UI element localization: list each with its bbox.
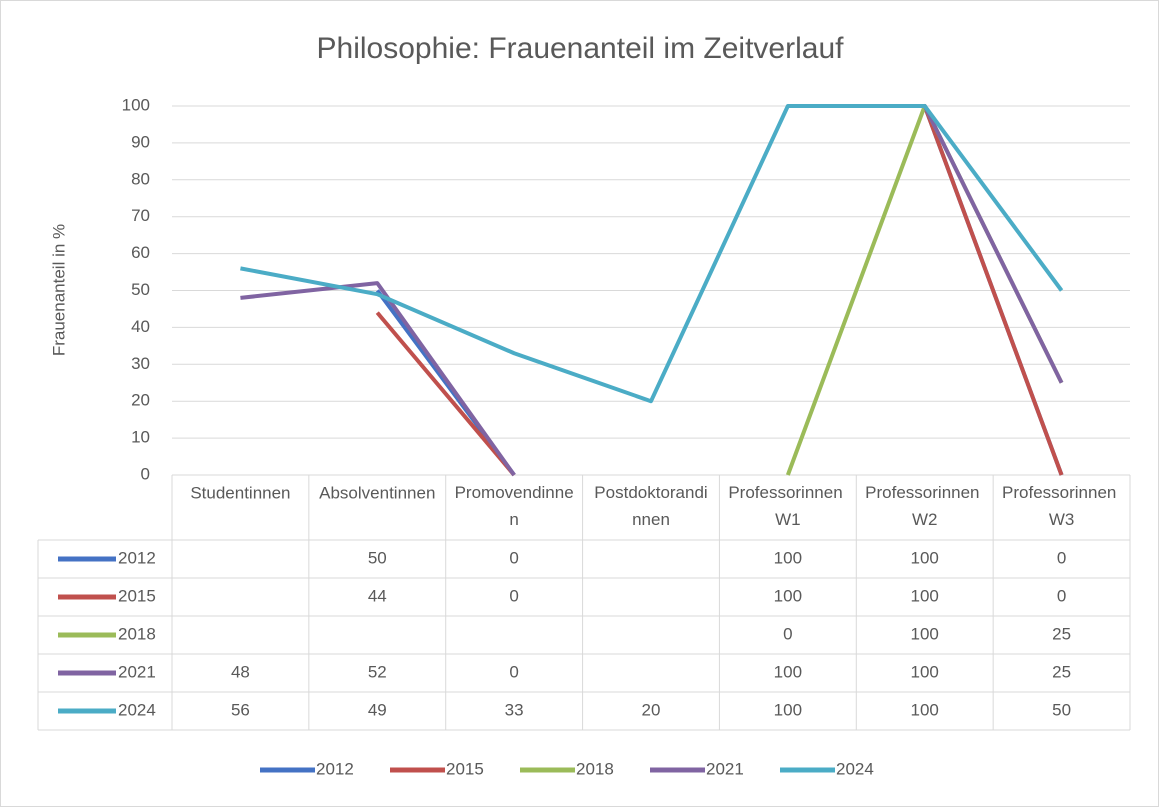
table-value: 100 <box>774 548 802 567</box>
table-value: 49 <box>368 700 387 719</box>
table-value: 100 <box>911 586 939 605</box>
table-value: 0 <box>509 548 518 567</box>
series-line <box>240 104 1064 404</box>
legend-label: 2015 <box>446 759 484 778</box>
table-value: 33 <box>505 700 524 719</box>
x-tick-label: Studentinnen <box>190 483 290 502</box>
table-row-label: 2015 <box>118 586 156 605</box>
table-value: 52 <box>368 662 387 681</box>
table-value: 100 <box>911 624 939 643</box>
x-tick-label: Professorinnen W1 <box>728 483 847 529</box>
y-tick-label: 80 <box>131 169 150 188</box>
legend-label: 2024 <box>836 759 874 778</box>
y-tick-label: 90 <box>131 132 150 151</box>
y-axis-label: Frauenanteil in % <box>49 224 68 356</box>
table-value: 56 <box>231 700 250 719</box>
legend-label: 2021 <box>706 759 744 778</box>
y-tick-label: 50 <box>131 280 150 299</box>
table-value: 0 <box>509 662 518 681</box>
table-value: 25 <box>1052 662 1071 681</box>
table-value: 50 <box>1052 700 1071 719</box>
legend-label: 2018 <box>576 759 614 778</box>
y-tick-label: 30 <box>131 354 150 373</box>
legend-label: 2012 <box>316 759 354 778</box>
table-value: 100 <box>911 700 939 719</box>
table-value: 100 <box>911 548 939 567</box>
x-tick-label: Postdoktorandi nnen <box>594 483 707 529</box>
y-tick-label: 100 <box>122 95 150 114</box>
table-row-label: 2021 <box>118 662 156 681</box>
table-value: 20 <box>642 700 661 719</box>
table-value: 100 <box>774 586 802 605</box>
table-value: 25 <box>1052 624 1071 643</box>
table-value: 48 <box>231 662 250 681</box>
table-row-label: 2012 <box>118 548 156 567</box>
x-tick-label: Promovendinne n <box>455 483 574 529</box>
chart-title: Philosophie: Frauenanteil im Zeitverlauf <box>317 32 845 65</box>
table-value: 100 <box>911 662 939 681</box>
table-value: 0 <box>1057 548 1066 567</box>
table-row-label: 2018 <box>118 624 156 643</box>
y-tick-label: 40 <box>131 317 150 336</box>
table-value: 100 <box>774 700 802 719</box>
y-tick-label: 10 <box>131 428 150 447</box>
table-value: 0 <box>509 586 518 605</box>
table-value: 100 <box>774 662 802 681</box>
y-tick-label: 70 <box>131 206 150 225</box>
x-tick-label: Absolventinnen <box>319 483 435 502</box>
x-tick-label: Professorinnen W3 <box>1002 483 1121 529</box>
table-value: 44 <box>368 586 387 605</box>
y-tick-label: 60 <box>131 243 150 262</box>
x-tick-label: Professorinnen W2 <box>865 483 984 529</box>
table-value: 50 <box>368 548 387 567</box>
y-tick-label: 20 <box>131 391 150 410</box>
table-value: 0 <box>783 624 792 643</box>
table-row-label: 2024 <box>118 700 156 719</box>
y-tick-label: 0 <box>141 464 150 483</box>
table-value: 0 <box>1057 586 1066 605</box>
